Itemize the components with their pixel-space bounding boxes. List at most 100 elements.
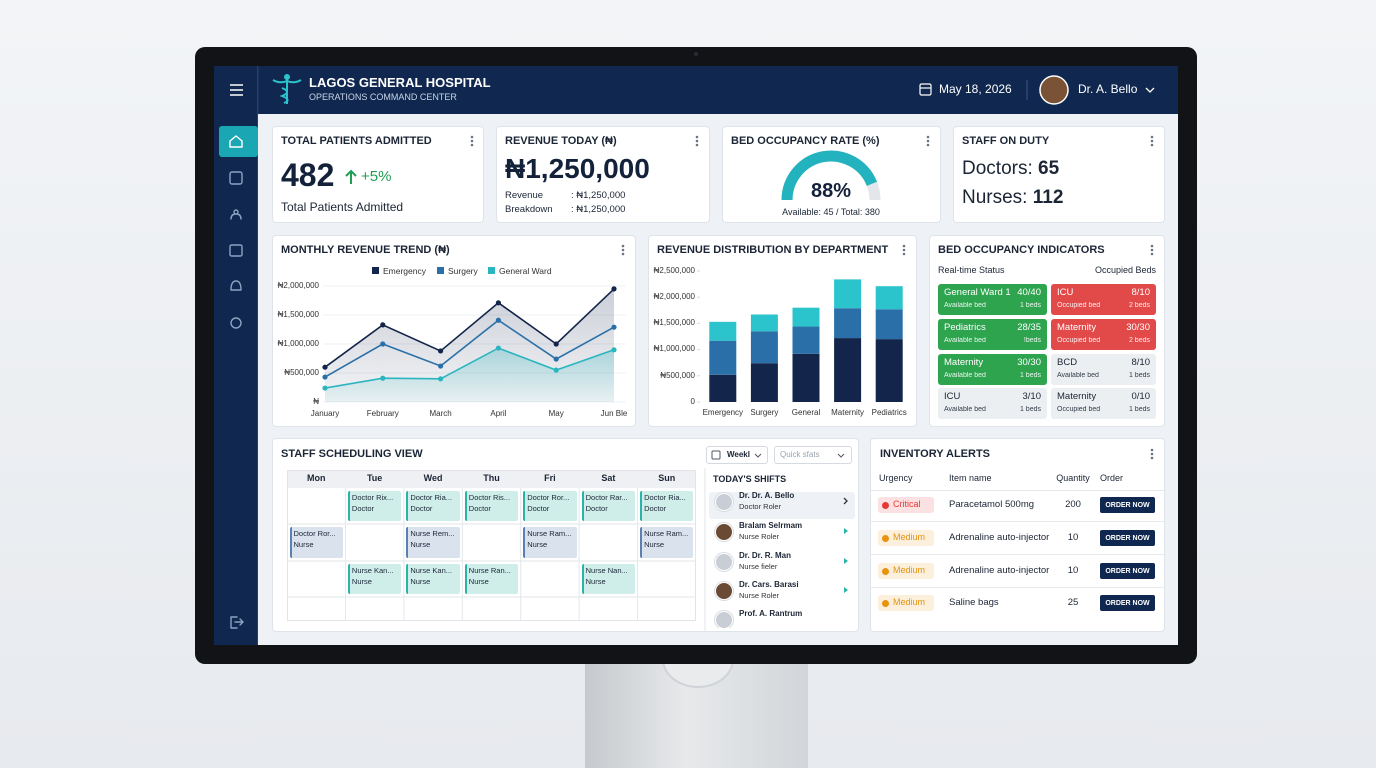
shift-block[interactable] [347,564,402,594]
shift-block[interactable] [347,491,402,521]
legend-label: General Ward [499,265,552,276]
order-button[interactable]: ORDER NOW [1100,530,1155,546]
shift-block[interactable] [406,527,460,558]
more-menu[interactable] [470,135,474,147]
shift-block[interactable] [464,491,519,521]
user-menu[interactable] [1145,87,1155,93]
more-menu[interactable] [926,135,930,147]
order-button[interactable]: ORDER NOW [1100,563,1155,579]
nav-home[interactable] [229,135,243,148]
ward-beds: 1 beds [1019,372,1041,380]
shift-block[interactable] [406,491,460,521]
card-title: REVENUE TODAY (₦) [505,134,617,147]
ward-ratio: 30/30 [1017,356,1041,368]
urgency-badge [878,595,934,611]
shift-name: Nurse Nan... [585,566,628,576]
kpi-change: +5% [361,168,392,186]
point [322,364,328,370]
more-menu[interactable] [902,244,906,256]
nav-icon[interactable] [229,244,243,257]
nav-icon[interactable] [230,317,242,329]
order-button[interactable]: ORDER NOW [1100,595,1155,611]
shift-block[interactable] [640,527,694,558]
shift-block[interactable] [581,564,636,594]
shift-block[interactable] [406,564,460,594]
date: May 18, 2026 [939,82,1012,97]
more-menu[interactable] [695,135,699,147]
ward-ratio: 30/30 [1126,321,1150,333]
dot [695,143,699,147]
shift-block[interactable] [289,527,343,558]
point [438,376,444,382]
order-label: ORDER NOW [1105,501,1150,509]
more-menu[interactable] [1150,135,1154,147]
x-tick-label: April [490,408,507,418]
urgency-dot [882,599,889,607]
day-label: Sun [658,473,676,484]
staff-row: Nurses: 112 [962,186,1063,210]
more-menu[interactable] [621,244,625,256]
shift-block[interactable] [464,564,519,594]
ward-ratio: 0/10 [1131,390,1151,402]
more-menu[interactable] [1150,244,1154,256]
bar-segment [750,363,778,402]
x-tick-label: May [548,408,564,418]
shift-name: Nurse Ram... [644,529,689,539]
calendar-icon [919,83,932,96]
shift-highlight[interactable] [709,492,855,519]
card-title: BED OCCUPANCY INDICATORS [938,243,1105,256]
card-title: INVENTORY ALERTS [880,447,991,460]
ward-beds: 1 beds [1128,406,1150,414]
point [495,317,501,323]
quantity: 200 [1065,498,1081,510]
dot [926,135,930,139]
shift-name: Doctor Rar... [585,493,628,503]
bed-tile [938,319,1047,350]
staff-role: Nurse Roler [739,532,780,542]
staff-role: Nurse Roler [739,591,780,601]
ward-name: ICU [1057,286,1074,298]
nav-icon[interactable] [230,280,242,291]
search-box[interactable] [774,446,852,464]
nav-logout[interactable] [230,616,244,629]
section-title: TODAY'S SHIFTS [713,474,787,485]
shift-role: Nurse [585,577,606,587]
column-label: Occupied Beds [1094,265,1156,276]
bed-tile [938,388,1047,419]
user-name[interactable]: Dr. A. Bello [1078,82,1138,97]
shift-name: Doctor Ria... [410,493,453,503]
quantity: 10 [1067,564,1079,576]
more-menu[interactable] [1150,448,1154,460]
nav-icon[interactable] [230,209,242,220]
day-label: Wed [423,473,443,484]
bed-tile [1051,319,1156,350]
shift-block[interactable] [523,527,577,558]
order-button[interactable]: ORDER NOW [1100,497,1155,513]
user-avatar[interactable] [1039,75,1069,105]
shift-block[interactable] [581,491,636,521]
urgency-badge [878,563,934,579]
legend-swatch [372,267,379,274]
kpi-card [722,126,941,223]
dot [902,248,906,252]
point [611,324,617,330]
nav-icon[interactable] [229,171,243,185]
x-tick-label: March [429,408,452,418]
view-select[interactable] [706,446,768,464]
search-placeholder: Quick sfats [780,449,820,459]
shift-name: Doctor Ror... [293,529,336,539]
x-tick-label: Surgery [750,407,779,417]
menu-icon[interactable] [230,84,243,96]
nav-active[interactable] [219,126,258,157]
card-title: STAFF SCHEDULING VIEW [281,447,423,460]
ward-ratio: 28/35 [1017,321,1041,333]
trend-arrow [345,169,357,184]
ward-beds: 1 beds [1019,406,1041,414]
shift-block[interactable] [640,491,694,521]
y-tick-label: ₦2,000,000 [653,292,695,301]
shift-role: Doctor [527,504,550,514]
point [438,363,444,369]
schedule-grid [287,470,696,621]
shift-block[interactable] [523,491,577,521]
view-icon [711,450,721,460]
